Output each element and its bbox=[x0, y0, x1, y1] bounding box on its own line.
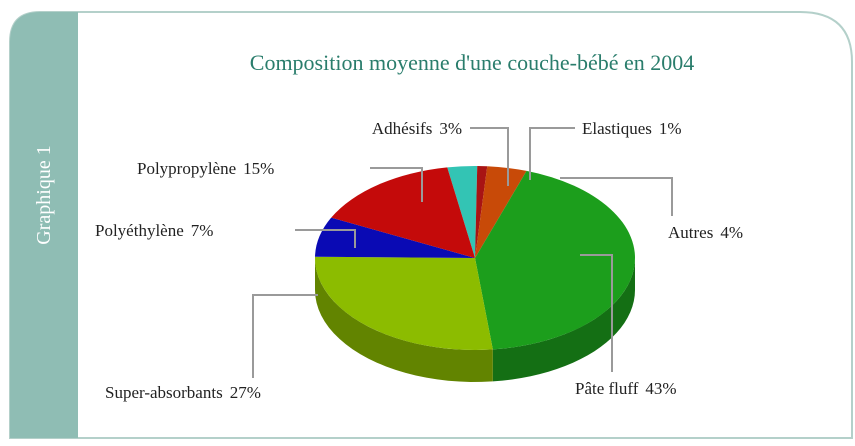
leader-line bbox=[252, 294, 318, 378]
value-label: 3% bbox=[439, 119, 462, 138]
category-name: Pâte fluff bbox=[575, 379, 639, 398]
slice-label: Pâte fluff 43% bbox=[575, 379, 677, 398]
pie-slice bbox=[314, 256, 493, 350]
pie-slice bbox=[475, 166, 527, 258]
pie-slice bbox=[475, 166, 488, 258]
slice-label: Polyéthylène 7% bbox=[95, 221, 213, 240]
pie-slice bbox=[331, 167, 475, 258]
category-name: Adhésifs bbox=[372, 119, 432, 138]
category-name: Elastiques bbox=[582, 119, 652, 138]
leader-line bbox=[529, 127, 575, 180]
category-name: Polyéthylène bbox=[95, 221, 184, 240]
slice-side bbox=[315, 258, 493, 382]
tab-label: Graphique 1 bbox=[33, 145, 55, 244]
leader-line bbox=[470, 127, 509, 186]
slice-label: Polypropylène 15% bbox=[137, 159, 274, 178]
leader-line bbox=[370, 167, 423, 202]
leader-line bbox=[580, 254, 613, 372]
value-label: 1% bbox=[659, 119, 682, 138]
category-name: Polypropylène bbox=[137, 159, 236, 178]
pie-slice bbox=[475, 170, 636, 350]
slice-label: Elastiques 1% bbox=[582, 119, 682, 138]
category-name: Super-absorbants bbox=[105, 383, 223, 402]
value-label: 7% bbox=[191, 221, 214, 240]
category-name: Autres bbox=[668, 223, 713, 242]
slice-label: Adhésifs 3% bbox=[372, 119, 462, 138]
leader-line bbox=[560, 177, 673, 216]
pie-slice bbox=[447, 166, 478, 258]
slice-label: Super-absorbants 27% bbox=[105, 383, 261, 402]
leader-line bbox=[295, 229, 356, 248]
value-label: 43% bbox=[645, 379, 676, 398]
value-label: 27% bbox=[230, 383, 261, 402]
chart-title: Composition moyenne d'une couche-bébé en… bbox=[250, 50, 694, 75]
slice-side bbox=[492, 258, 635, 382]
slice-label: Autres 4% bbox=[668, 223, 743, 242]
side-tab bbox=[10, 12, 78, 438]
value-label: 4% bbox=[720, 223, 743, 242]
value-label: 15% bbox=[243, 159, 274, 178]
